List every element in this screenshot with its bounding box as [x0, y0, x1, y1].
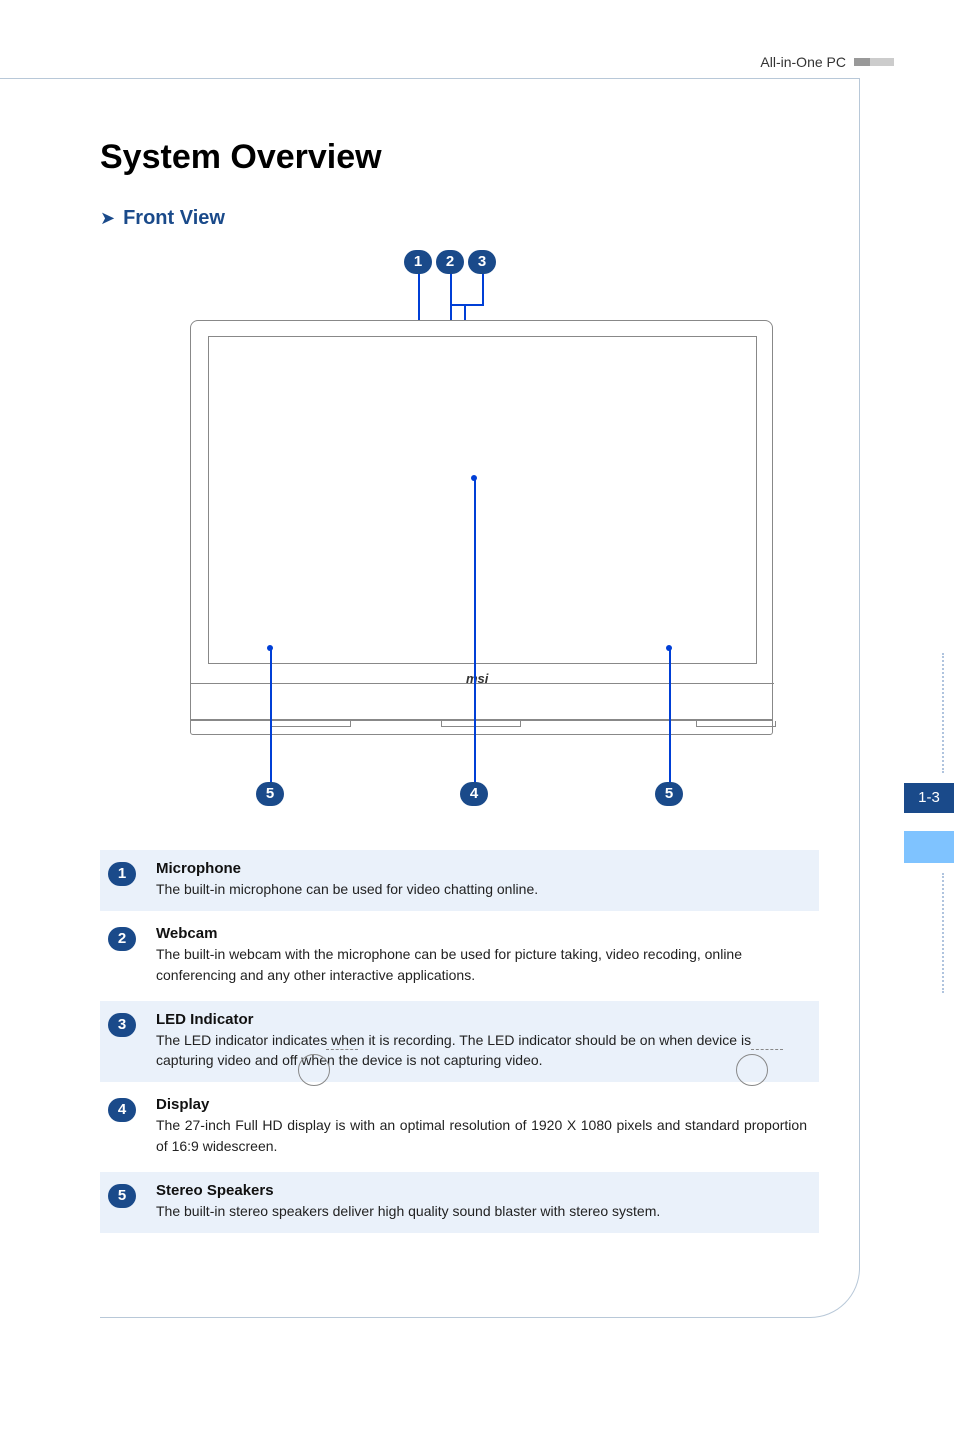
arrow-right-icon: ➤ — [100, 208, 115, 229]
page-content-frame: System Overview ➤ Front View 1 2 3 msi — [100, 78, 860, 1318]
callout-badge-5: 5 — [256, 782, 284, 806]
header-decoration-icon — [854, 58, 894, 66]
callout-line — [482, 274, 484, 304]
item-title: Display — [156, 1096, 807, 1113]
item-text: Microphone The built-in microphone can be… — [156, 860, 807, 899]
stand-notch — [441, 721, 521, 727]
callout-line — [450, 304, 484, 306]
main-title: System Overview — [100, 138, 819, 177]
page-header: All-in-One PC — [760, 54, 894, 70]
component-item: 5 Stereo Speakers The built-in stereo spea… — [100, 1172, 819, 1233]
callout-badge-1: 1 — [404, 250, 432, 274]
item-number-badge: 3 — [108, 1013, 136, 1037]
item-text: LED Indicator The LED indicator indicates… — [156, 1011, 807, 1071]
speaker-left-icon — [298, 1054, 330, 1086]
item-text: Webcam The built-in webcam with the micro… — [156, 925, 807, 985]
callout-badge-2: 2 — [436, 250, 464, 274]
speaker-right-icon — [736, 1054, 768, 1086]
callout-line — [474, 480, 476, 782]
item-number-badge: 5 — [108, 1184, 136, 1208]
callout-dot — [471, 475, 477, 481]
item-description: The LED indicator indicates when it is r… — [156, 1030, 807, 1071]
component-item: 1 Microphone The built-in microphone can b… — [100, 850, 819, 911]
callout-dot — [267, 645, 273, 651]
subtitle-row: ➤ Front View — [100, 207, 819, 230]
item-title: Stereo Speakers — [156, 1182, 807, 1199]
item-title: Microphone — [156, 860, 807, 877]
side-spacer-box — [904, 831, 954, 863]
page-side-tab: 1-3 — [904, 653, 954, 993]
page-number-badge: 1-3 — [904, 783, 954, 813]
subtitle: Front View — [123, 207, 225, 230]
monitor-outline: msi — [190, 320, 773, 720]
speaker-accent — [751, 1049, 783, 1050]
monitor-screen — [208, 336, 757, 664]
callout-line — [450, 274, 452, 322]
speaker-accent — [326, 1049, 358, 1050]
item-text: Stereo Speakers The built-in stereo speak… — [156, 1182, 807, 1221]
item-description: The built-in webcam with the microphone … — [156, 944, 807, 985]
stand-notch — [271, 721, 351, 727]
monitor-stand — [190, 720, 773, 735]
side-dots-bottom — [942, 873, 944, 993]
item-title: LED Indicator — [156, 1011, 807, 1028]
stand-notch — [696, 721, 776, 727]
item-text: Display The 27-inch Full HD display is wi… — [156, 1096, 807, 1156]
callout-badge-3: 3 — [468, 250, 496, 274]
item-number-badge: 4 — [108, 1098, 136, 1122]
callout-dot — [666, 645, 672, 651]
component-list: 1 Microphone The built-in microphone can b… — [100, 850, 819, 1233]
header-label: All-in-One PC — [760, 54, 846, 70]
callout-badge-4: 4 — [460, 782, 488, 806]
component-item: 3 LED Indicator The LED indicator indicate… — [100, 1001, 819, 1083]
item-number-badge: 1 — [108, 862, 136, 886]
monitor-base — [191, 683, 774, 721]
item-description: The 27-inch Full HD display is with an o… — [156, 1115, 807, 1156]
component-item: 4 Display The 27-inch Full HD display is w… — [100, 1086, 819, 1168]
front-view-diagram: 1 2 3 msi — [120, 250, 780, 820]
callout-line — [669, 650, 671, 782]
component-item: 2 Webcam The built-in webcam with the micr… — [100, 915, 819, 997]
item-number-badge: 2 — [108, 927, 136, 951]
side-dots-top — [942, 653, 944, 773]
item-description: The built-in stereo speakers deliver hig… — [156, 1201, 807, 1221]
item-description: The built-in microphone can be used for … — [156, 879, 807, 899]
item-title: Webcam — [156, 925, 807, 942]
callout-line — [270, 650, 272, 782]
callout-badge-5: 5 — [655, 782, 683, 806]
